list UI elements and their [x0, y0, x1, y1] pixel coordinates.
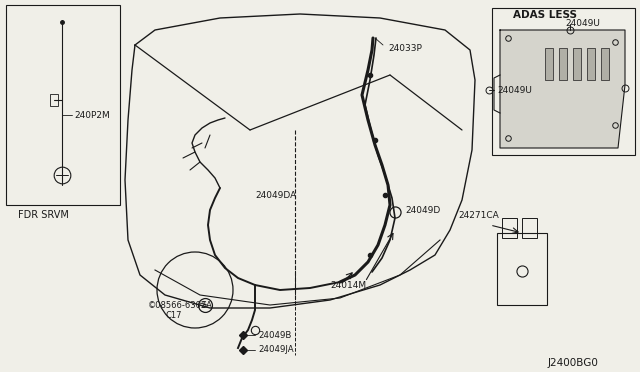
Text: FDR SRVM: FDR SRVM	[18, 210, 69, 220]
Bar	[502, 218, 517, 238]
Text: S: S	[202, 301, 207, 310]
Text: 24271CA: 24271CA	[458, 211, 499, 219]
Bar	[497, 233, 547, 305]
Bar	[601, 48, 609, 80]
Polygon shape	[500, 30, 625, 148]
Text: 24049JA: 24049JA	[258, 346, 294, 355]
Text: 24049U: 24049U	[565, 19, 600, 28]
Bar	[587, 48, 595, 80]
Text: 24049U: 24049U	[497, 86, 532, 94]
Bar	[50, 94, 58, 106]
Text: 24049B: 24049B	[258, 330, 291, 340]
Text: 240P2M: 240P2M	[74, 110, 109, 119]
Bar	[492, 8, 635, 155]
Text: 24014M: 24014M	[330, 280, 366, 289]
Text: J2400BG0: J2400BG0	[548, 358, 599, 368]
Bar	[522, 218, 537, 238]
Text: 24033P: 24033P	[388, 44, 422, 52]
Text: ©08566-6302A: ©08566-6302A	[148, 301, 213, 310]
Text: C17: C17	[165, 311, 182, 320]
Bar	[6, 5, 120, 205]
Bar	[545, 48, 553, 80]
Bar	[573, 48, 581, 80]
Text: 24049D: 24049D	[405, 205, 440, 215]
Text: 24049DA: 24049DA	[255, 190, 296, 199]
Text: ADAS LESS: ADAS LESS	[513, 10, 577, 20]
Bar	[559, 48, 567, 80]
